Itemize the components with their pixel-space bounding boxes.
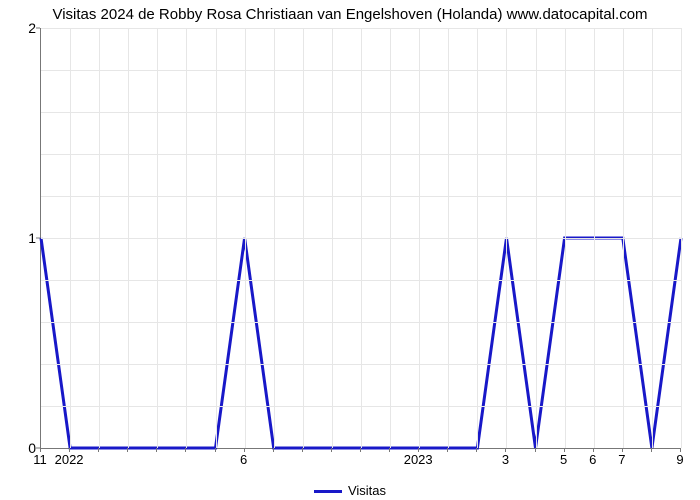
chart-title: Visitas 2024 de Robby Rosa Christiaan va… xyxy=(0,6,700,23)
x-tick-label: 6 xyxy=(589,452,596,467)
gridline-v xyxy=(594,28,595,448)
gridline-v xyxy=(652,28,653,448)
x-tick-label: 3 xyxy=(502,452,509,467)
x-tick-mark xyxy=(302,448,303,452)
gridline-v xyxy=(536,28,537,448)
gridline-v xyxy=(390,28,391,448)
x-tick-label: 9 xyxy=(676,452,683,467)
y-tick-label: 2 xyxy=(12,20,36,36)
gridline-v xyxy=(477,28,478,448)
gridline-v xyxy=(157,28,158,448)
gridline-v xyxy=(70,28,71,448)
gridline-v xyxy=(274,28,275,448)
x-tick-label: 6 xyxy=(240,452,247,467)
gridline-v xyxy=(303,28,304,448)
plot-area xyxy=(40,28,681,449)
gridline-v xyxy=(419,28,420,448)
x-tick-mark xyxy=(389,448,390,452)
gridline-v xyxy=(99,28,100,448)
legend: Visitas xyxy=(0,483,700,498)
x-tick-label: 11 xyxy=(33,452,47,467)
x-tick-mark xyxy=(651,448,652,452)
x-tick-label: 2022 xyxy=(55,452,84,467)
gridline-v xyxy=(565,28,566,448)
x-tick-mark xyxy=(476,448,477,452)
x-tick-mark xyxy=(156,448,157,452)
gridline-v xyxy=(506,28,507,448)
x-tick-mark xyxy=(447,448,448,452)
gridline-v xyxy=(623,28,624,448)
x-tick-label: 2023 xyxy=(404,452,433,467)
x-tick-mark xyxy=(331,448,332,452)
legend-label: Visitas xyxy=(348,483,386,498)
legend-swatch xyxy=(314,490,342,493)
gridline-v xyxy=(216,28,217,448)
x-tick-mark xyxy=(127,448,128,452)
gridline-v xyxy=(448,28,449,448)
x-tick-label: 5 xyxy=(560,452,567,467)
gridline-v xyxy=(245,28,246,448)
y-tick-mark xyxy=(36,28,40,29)
x-tick-mark xyxy=(215,448,216,452)
y-tick-label: 1 xyxy=(12,230,36,246)
gridline-v xyxy=(128,28,129,448)
gridline-v xyxy=(361,28,362,448)
x-tick-mark xyxy=(273,448,274,452)
x-tick-mark xyxy=(185,448,186,452)
x-tick-mark xyxy=(98,448,99,452)
y-tick-mark xyxy=(36,238,40,239)
x-tick-mark xyxy=(535,448,536,452)
chart-container: Visitas 2024 de Robby Rosa Christiaan va… xyxy=(0,0,700,500)
x-tick-mark xyxy=(360,448,361,452)
gridline-v xyxy=(332,28,333,448)
x-tick-label: 7 xyxy=(618,452,625,467)
gridline-v xyxy=(186,28,187,448)
gridline-v xyxy=(681,28,682,448)
